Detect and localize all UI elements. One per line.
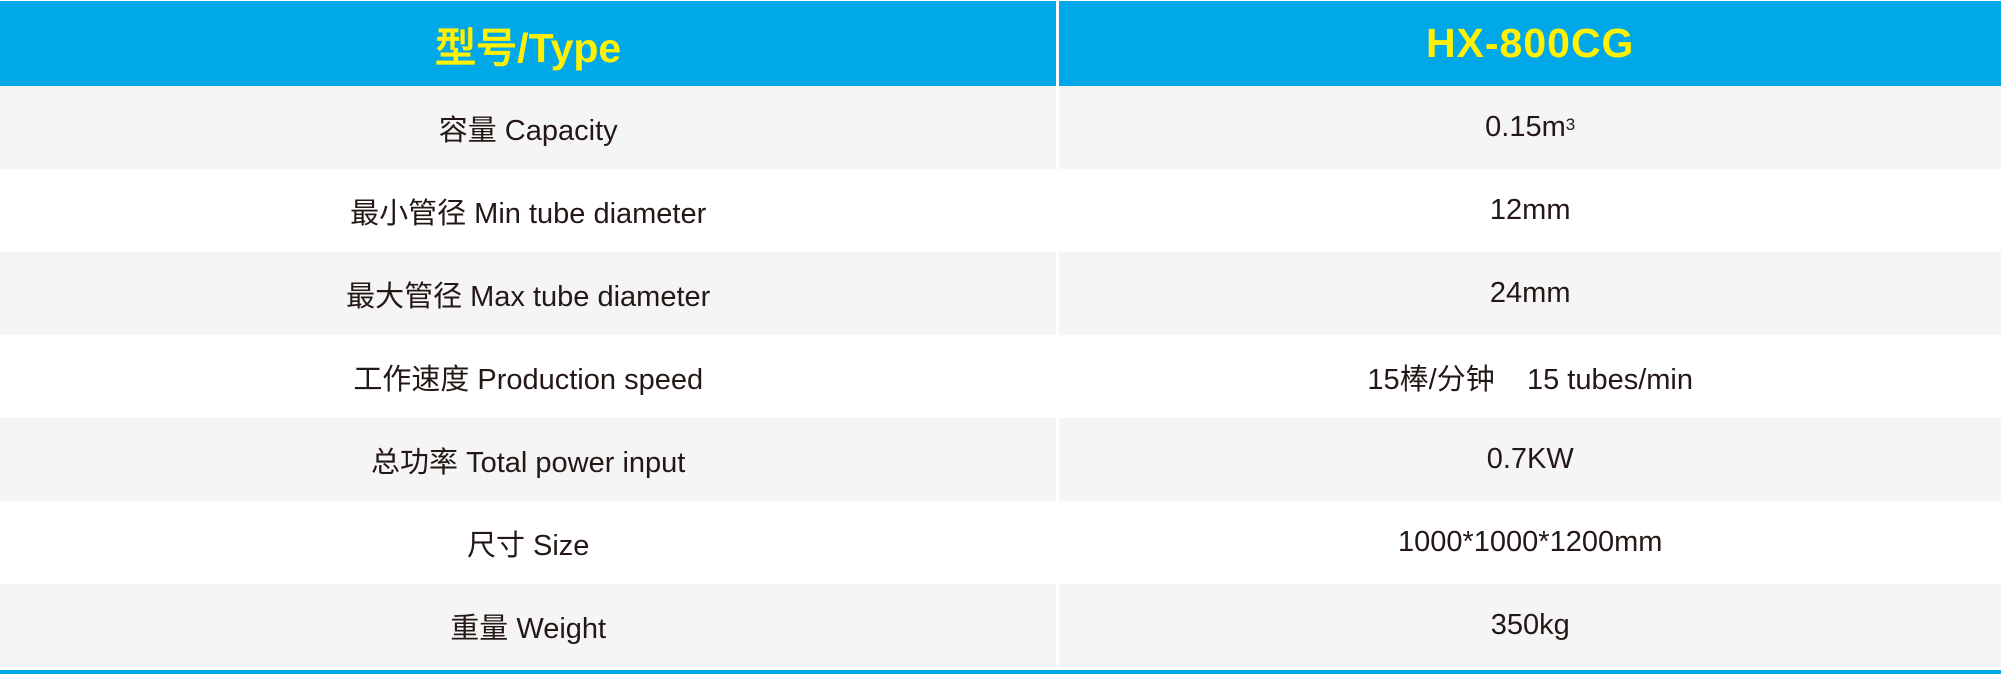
table-row: 最大管径 Max tube diameter 24mm [0,252,2001,335]
spec-value-superscript: 3 [1565,114,1576,134]
table-row: 总功率 Total power input 0.7KW [0,418,2001,501]
spec-value-text: 0.15m [1485,111,1566,143]
spec-label: 工作速度 Production speed [0,335,1057,418]
header-model-value: HX-800CG [1059,1,2001,86]
spec-value: 24mm [1059,252,2001,335]
table-header-row: 型号/Type HX-800CG [0,1,2001,86]
table-row: 工作速度 Production speed 15棒/分钟 15 tubes/mi… [0,335,2001,418]
header-type-label: 型号/Type [0,1,1057,86]
spec-label: 总功率 Total power input [0,418,1057,501]
table-row: 尺寸 Size 1000*1000*1200mm [0,501,2001,584]
spec-value: 0.15m 3 [1059,86,2001,169]
spec-label: 最小管径 Min tube diameter [0,169,1057,252]
spec-value: 12mm [1059,169,2001,252]
spec-value: 15棒/分钟 15 tubes/min [1059,335,2001,418]
spec-value: 350kg [1059,584,2001,667]
spec-label: 重量 Weight [0,584,1057,667]
spec-label: 容量 Capacity [0,86,1057,169]
spec-label: 尺寸 Size [0,501,1057,584]
table-row: 重量 Weight 350kg [0,584,2001,667]
spec-value: 1000*1000*1200mm [1059,501,2001,584]
table-row: 最小管径 Min tube diameter 12mm [0,169,2001,252]
spec-label: 最大管径 Max tube diameter [0,252,1057,335]
bottom-divider [0,670,2001,674]
spec-value: 0.7KW [1059,418,2001,501]
table-row: 容量 Capacity 0.15m 3 [0,86,2001,169]
